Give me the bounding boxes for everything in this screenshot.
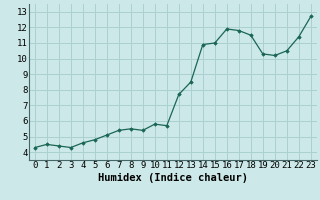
X-axis label: Humidex (Indice chaleur): Humidex (Indice chaleur) xyxy=(98,173,248,183)
